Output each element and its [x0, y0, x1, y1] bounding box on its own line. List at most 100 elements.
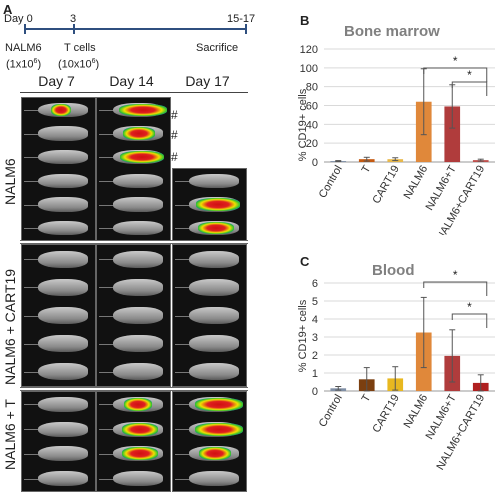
mouse-image [189, 173, 239, 188]
mouse-tail [99, 343, 115, 345]
mouse-image [189, 335, 239, 353]
mouse-tail [24, 287, 40, 289]
timeline-nalm6: NALM6 [5, 42, 42, 54]
mouse-image [189, 250, 239, 268]
mouse-image [113, 250, 163, 268]
bioluminescence-image [96, 244, 171, 387]
mouse-image [113, 173, 163, 188]
timeline-tick-3 [73, 24, 75, 34]
x-tick-label: Control [317, 393, 345, 430]
mouse-tail [175, 180, 191, 182]
mouse-tail [24, 404, 40, 406]
luminescence-signal [198, 222, 234, 235]
panel-label-b: B [300, 13, 310, 28]
chart-bone-marrow: Bone marrow % CD19+ cells 0 20 40 60 80 100 12… [297, 23, 495, 235]
mouse-image [38, 150, 88, 165]
mouse-tail [24, 109, 40, 111]
y-tick-label: 120 [300, 44, 318, 56]
mouse-tail [175, 404, 191, 406]
mouse-image [38, 307, 88, 324]
mouse-tail [24, 133, 40, 135]
mouse-tail [99, 287, 115, 289]
mouse-tail [24, 315, 40, 317]
row-label-nalm6-t: NALM6 + T [2, 399, 18, 470]
y-tick-label: 100 [300, 63, 318, 75]
mouse-tail [99, 157, 115, 159]
mouse-image [189, 307, 239, 324]
mouse-image [38, 363, 88, 381]
bar [444, 106, 461, 162]
x-tick-label: T [360, 392, 374, 404]
row-label-nalm6-cart19: NALM6 + CART19 [2, 268, 18, 385]
bioluminescence-image [21, 97, 96, 241]
row-label-nalm6: NALM6 [2, 158, 18, 205]
mouse-tail [99, 259, 115, 261]
mouse-image [38, 278, 88, 296]
y-axis-label: % CD19+ cells [297, 299, 309, 372]
x-tick-label: CART19 [370, 164, 401, 206]
x-tick-label: NALM6 [402, 164, 431, 202]
mouse-image [38, 250, 88, 268]
bioluminescence-image [96, 97, 171, 241]
timeline-day-end: 15-17 [227, 13, 256, 25]
mouse-image [38, 446, 88, 462]
mouse-image [38, 197, 88, 212]
bioluminescence-image [21, 244, 96, 387]
luminescence-signal [195, 422, 243, 436]
mouse-image [189, 471, 239, 487]
mouse-image [113, 197, 163, 212]
mouse-image [113, 221, 163, 236]
timeline-nalm6-dose: (1x106) [6, 58, 42, 71]
mouse-tail [24, 204, 40, 206]
mouse-image [38, 421, 88, 437]
luminescence-signal [195, 397, 243, 411]
mouse-tail [24, 228, 40, 230]
chart-title: Bone marrow [344, 23, 440, 40]
significance-star: * [453, 54, 458, 68]
chart-title: Blood [372, 262, 415, 279]
col-header-day14: Day 14 [109, 73, 154, 89]
significance-bracket [423, 281, 488, 296]
x-tick-label: T [360, 163, 374, 175]
mouse-tail [99, 429, 115, 431]
timeline-day0: Day 0 [4, 13, 33, 25]
timeline-tick-end [245, 24, 247, 34]
mouse-tail [175, 228, 191, 230]
mouse-image [38, 221, 88, 236]
mouse-tail [175, 287, 191, 289]
y-tick-label: 5 [312, 296, 318, 308]
y-tick-label: 1 [312, 368, 318, 380]
luminescence-signal [122, 447, 158, 461]
col-header-day17: Day 17 [185, 73, 230, 89]
luminescence-signal [199, 447, 231, 461]
col-header-day7: Day 7 [38, 73, 75, 89]
mouse-tail [99, 478, 115, 480]
y-axis-label: % CD19+ cells [297, 88, 309, 161]
x-tick-label: CART19 [370, 393, 401, 435]
mouse-image [38, 173, 88, 188]
mouse-tail [175, 371, 191, 373]
mouse-tail [99, 109, 115, 111]
bioluminescence-image [172, 168, 247, 241]
mouse-tail [175, 315, 191, 317]
mouse-tail [24, 453, 40, 455]
timeline-line [24, 28, 247, 30]
mouse-image [189, 278, 239, 296]
y-tick-label: 2 [312, 350, 318, 362]
hash-mark: # [171, 150, 178, 164]
y-tick-label: 3 [312, 332, 318, 344]
mouse-tail [99, 133, 115, 135]
mouse-tail [99, 204, 115, 206]
timeline-tcells: T cells [64, 42, 96, 54]
mouse-tail [175, 429, 191, 431]
luminescence-signal [51, 103, 71, 116]
mouse-image [38, 396, 88, 412]
significance-bracket [451, 313, 488, 328]
mouse-tail [99, 180, 115, 182]
mouse-image [113, 363, 163, 381]
mouse-image [38, 126, 88, 141]
header-rule [20, 92, 248, 93]
y-tick-label: 0 [312, 386, 318, 398]
significance-bracket [451, 81, 488, 96]
bioluminescence-image [96, 391, 171, 492]
